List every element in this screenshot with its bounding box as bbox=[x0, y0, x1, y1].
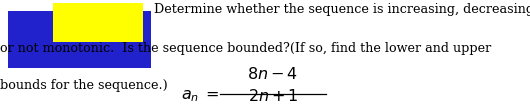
Text: or not monotonic.  Is the sequence bounded?(If so, find the lower and upper: or not monotonic. Is the sequence bounde… bbox=[0, 42, 491, 55]
Text: $a_n\;=\;$: $a_n\;=\;$ bbox=[181, 87, 220, 104]
Text: $2n+1$: $2n+1$ bbox=[248, 88, 298, 105]
Text: $8n-4$: $8n-4$ bbox=[248, 66, 298, 83]
Text: Determine whether the sequence is increasing, decreasing,: Determine whether the sequence is increa… bbox=[154, 3, 530, 16]
Text: bounds for the sequence.): bounds for the sequence.) bbox=[0, 79, 168, 92]
Bar bbox=[8, 11, 151, 68]
Bar bbox=[53, 3, 143, 42]
